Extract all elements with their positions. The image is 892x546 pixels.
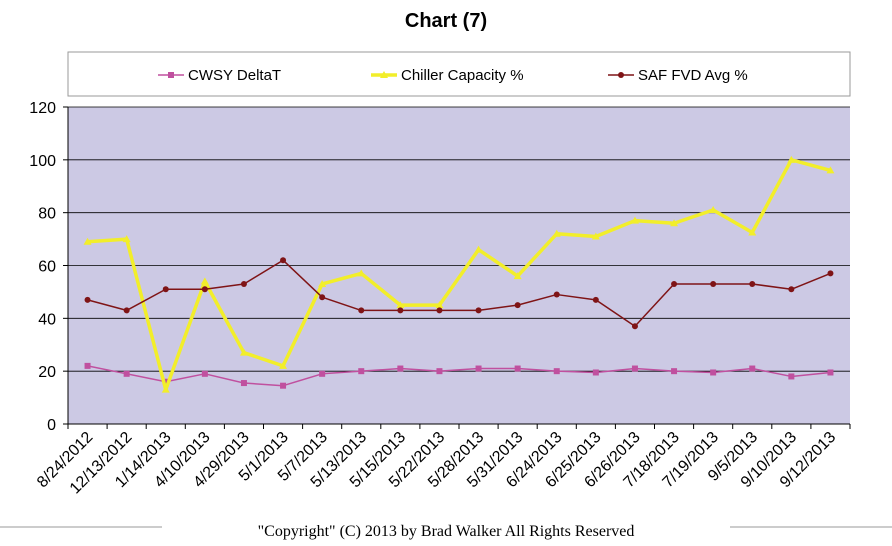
data-point: [513, 272, 522, 280]
data-point: [357, 269, 366, 277]
y-tick-label: 60: [38, 259, 56, 276]
series-line: [87, 158, 831, 392]
data-point: [240, 380, 247, 387]
data-point: [280, 257, 287, 264]
data-point: [631, 323, 638, 330]
data-point: [200, 277, 209, 285]
series-saf-fvd-avg: [84, 257, 834, 330]
data-point: [240, 280, 247, 287]
series-line: [87, 259, 831, 328]
data-point: [671, 368, 678, 375]
data-point: [631, 365, 638, 372]
data-point: [318, 279, 327, 287]
data-point: [514, 302, 521, 309]
y-tick-label: 80: [38, 206, 56, 223]
data-point: [591, 232, 600, 240]
data-point: [553, 291, 560, 298]
series-layer: [83, 155, 835, 393]
data-point: [358, 368, 365, 375]
data-point: [787, 155, 796, 163]
series-cwsy-deltat: [84, 362, 834, 389]
data-point: [592, 369, 599, 376]
legend-box: [67, 51, 851, 97]
data-point: [749, 280, 756, 287]
data-point: [710, 280, 717, 287]
data-point: [709, 206, 718, 214]
data-point: [162, 286, 169, 293]
data-point: [630, 216, 639, 224]
data-point: [474, 245, 483, 253]
data-point: [83, 237, 92, 245]
y-axis-ticks: 0 20 40 60 80 100 120: [29, 100, 68, 434]
x-axis-ticks: 8/24/201212/13/20121/14/20134/10/20134/2…: [34, 424, 851, 497]
data-point: [279, 361, 288, 369]
gridlines: [68, 106, 850, 372]
data-point: [84, 296, 91, 303]
data-point: [826, 166, 835, 174]
data-point: [671, 280, 678, 287]
y-tick-label: 120: [29, 100, 56, 117]
data-point: [397, 365, 404, 372]
legend-item: CWSY DeltaT: [158, 67, 281, 84]
data-point: [201, 370, 208, 377]
data-point: [749, 365, 756, 372]
data-point: [397, 307, 404, 314]
data-point: [319, 294, 326, 301]
data-point: [748, 228, 757, 236]
data-point: [436, 368, 443, 375]
legend-label: CWSY DeltaT: [188, 67, 281, 84]
data-point: [123, 370, 130, 377]
data-point: [380, 71, 388, 78]
data-point: [475, 307, 482, 314]
data-point: [161, 385, 170, 393]
data-point: [358, 307, 365, 314]
data-point: [435, 301, 444, 309]
data-point: [592, 296, 599, 303]
legend-label: Chiller Capacity %: [401, 67, 524, 84]
data-point: [514, 365, 521, 372]
legend-item: SAF FVD Avg %: [608, 67, 748, 84]
data-point: [827, 270, 834, 277]
data-point: [670, 219, 679, 227]
legend-label: SAF FVD Avg %: [638, 67, 748, 84]
data-point: [827, 369, 834, 376]
y-tick-label: 20: [38, 364, 56, 381]
data-point: [122, 235, 131, 243]
data-point: [618, 72, 624, 78]
copyright-text: "Copyright" (C) 2013 by Brad Walker All …: [257, 523, 635, 540]
series-line: [87, 365, 831, 387]
y-tick-label: 100: [29, 153, 56, 170]
legend-item: Chiller Capacity %: [371, 67, 524, 84]
y-tick-label: 0: [47, 417, 56, 434]
data-point: [123, 307, 130, 314]
data-point: [162, 378, 169, 385]
legend: CWSY DeltaT Chiller Capacity % SAF FVD Avg…: [158, 67, 748, 84]
data-point: [168, 72, 174, 78]
data-point: [201, 286, 208, 293]
data-point: [788, 373, 795, 380]
data-point: [280, 382, 287, 389]
data-point: [436, 307, 443, 314]
data-point: [788, 286, 795, 293]
data-point: [710, 369, 717, 376]
chart-title: Chart (7): [405, 10, 487, 32]
data-point: [475, 365, 482, 372]
data-point: [552, 229, 561, 237]
series-chiller-capacity: [83, 155, 835, 393]
data-point: [239, 348, 248, 356]
data-point: [84, 362, 91, 369]
data-point: [553, 368, 560, 375]
y-tick-label: 40: [38, 311, 56, 328]
data-point: [319, 370, 326, 377]
data-point: [396, 301, 405, 309]
